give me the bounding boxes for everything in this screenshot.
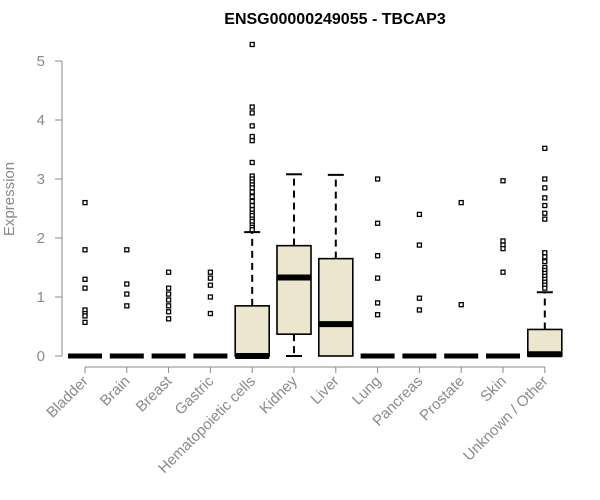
- outlier-point: [416, 242, 423, 248]
- box-iqr: [234, 305, 270, 357]
- box-lung: [360, 176, 395, 359]
- outlier-point: [249, 194, 255, 200]
- x-tick-label: Brain: [97, 373, 134, 410]
- outlier-point: [542, 258, 548, 265]
- box-bladder: [68, 199, 102, 359]
- box-series: [68, 41, 563, 359]
- outlier-point: [500, 178, 506, 184]
- outlier-point: [165, 303, 172, 309]
- outlier-point: [542, 210, 548, 216]
- outlier-point: [207, 269, 214, 275]
- outlier-point: [165, 297, 172, 303]
- outlier-point: [249, 123, 255, 129]
- outlier-point: [249, 198, 255, 205]
- x-tick-label: Skin: [477, 373, 510, 406]
- outlier-point: [165, 309, 172, 315]
- chart-title: ENSG00000249055 - TBCAP3: [224, 11, 446, 28]
- outlier-point: [82, 319, 88, 326]
- outlier-point: [249, 110, 255, 116]
- x-tick-label: Kidney: [256, 372, 301, 417]
- outlier-point: [165, 285, 172, 291]
- outlier-point: [374, 253, 381, 259]
- box-breast: [151, 269, 186, 359]
- outlier-point: [500, 269, 506, 275]
- outlier-point: [82, 276, 88, 282]
- outlier-point: [542, 285, 548, 291]
- x-tick-label: Breast: [133, 372, 176, 415]
- outlier-point: [249, 227, 255, 233]
- outlier-point: [458, 302, 464, 308]
- outlier-point: [374, 176, 381, 182]
- box-prostate: [444, 199, 479, 359]
- outlier-point: [542, 254, 548, 260]
- outlier-point: [542, 145, 548, 151]
- outlier-point: [249, 137, 255, 144]
- outlier-point: [207, 294, 214, 300]
- box-gastric: [193, 269, 228, 359]
- outlier-point: [542, 250, 548, 256]
- outlier-point: [82, 199, 88, 206]
- outlier-point: [124, 247, 130, 253]
- y-tick-label: 3: [37, 171, 45, 188]
- box-brain: [109, 247, 144, 359]
- outlier-point: [207, 282, 214, 288]
- y-tick-label: 2: [37, 230, 45, 247]
- y-tick-label: 0: [37, 348, 45, 365]
- y-axis: 0 1 2 3 4 5: [37, 53, 63, 365]
- outlier-point: [374, 300, 381, 306]
- outlier-point: [207, 310, 214, 317]
- box-iqr: [317, 257, 354, 357]
- outlier-point: [82, 247, 88, 253]
- outlier-point: [542, 195, 548, 201]
- outlier-point: [542, 185, 548, 191]
- y-tick-label: 1: [37, 289, 45, 306]
- outlier-point: [82, 285, 88, 291]
- outlier-point: [374, 275, 381, 281]
- y-tick-label: 4: [37, 112, 45, 129]
- outlier-point: [249, 189, 255, 195]
- outlier-point: [124, 281, 130, 287]
- outlier-point: [416, 307, 423, 313]
- x-tick-label: Prostate: [416, 373, 468, 425]
- outlier-point: [82, 313, 88, 319]
- outlier-point: [165, 316, 172, 322]
- outlier-point: [542, 216, 548, 222]
- outlier-point: [124, 303, 130, 309]
- outlier-point: [542, 176, 548, 182]
- box-skin: [486, 178, 520, 359]
- outlier-point: [249, 185, 255, 191]
- x-tick-label: Bladder: [43, 373, 92, 422]
- outlier-point: [249, 159, 255, 166]
- outlier-point: [124, 291, 130, 297]
- y-tick-label: 5: [37, 53, 45, 70]
- outlier-point: [542, 202, 548, 209]
- outlier-point: [165, 291, 172, 297]
- outlier-point: [249, 41, 255, 48]
- box-hematopoietic-cells: [234, 41, 270, 359]
- outlier-point: [249, 104, 255, 110]
- outlier-point: [500, 245, 506, 252]
- box-kidney: [276, 173, 312, 357]
- outlier-point: [416, 295, 423, 301]
- box-unknown-other: [526, 145, 563, 358]
- box-pancreas: [402, 211, 437, 359]
- box-iqr: [276, 244, 312, 335]
- x-tick-label: Lung: [349, 373, 385, 409]
- outlier-point: [374, 220, 381, 226]
- outlier-point: [374, 312, 381, 318]
- y-axis-label: Expression: [1, 162, 18, 236]
- outlier-point: [500, 238, 506, 244]
- outlier-point: [165, 269, 172, 275]
- outlier-point: [207, 275, 214, 281]
- box-liver: [317, 173, 354, 357]
- outlier-point: [458, 199, 464, 206]
- outlier-point: [249, 133, 255, 140]
- outlier-point: [416, 211, 423, 218]
- x-tick-label: Liver: [308, 373, 343, 408]
- outlier-point: [249, 202, 255, 209]
